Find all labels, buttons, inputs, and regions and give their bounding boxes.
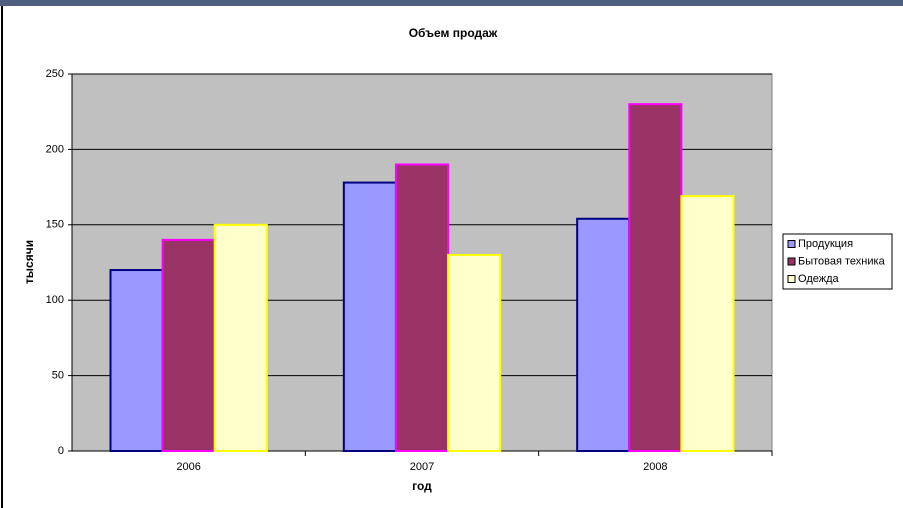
legend: Продукция Бытовая техника Одежда	[787, 238, 886, 285]
legend-label: Продукция	[798, 238, 853, 250]
x-tick-label: 2008	[643, 461, 667, 473]
bar	[394, 163, 450, 452]
bar	[447, 253, 502, 452]
chart-title: Объем продаж	[409, 26, 498, 40]
bar	[680, 195, 735, 452]
y-tick-label: 200	[46, 143, 64, 155]
y-tick-label: 0	[58, 445, 64, 457]
legend-box	[782, 233, 893, 290]
legend-swatch	[787, 257, 796, 266]
legend-swatch	[787, 240, 796, 248]
y-axis-label: тысячи	[22, 240, 36, 284]
y-tick-label: 50	[52, 370, 64, 382]
legend-swatch	[787, 275, 796, 283]
legend-label: Одежда	[798, 273, 840, 285]
x-tick-label: 2007	[410, 461, 434, 473]
bar	[576, 217, 631, 452]
x-tick-label: 2006	[176, 461, 200, 473]
window-bar	[0, 0, 903, 6]
x-axis-label: год	[412, 479, 432, 493]
bar	[342, 181, 397, 453]
bar	[161, 238, 216, 452]
y-tick-label: 100	[46, 294, 64, 306]
y-tick-label: 150	[46, 219, 64, 231]
bar	[628, 103, 683, 452]
legend-label: Бытовая техника	[798, 255, 886, 267]
y-tick-label: 250	[46, 68, 64, 80]
bar	[213, 223, 268, 452]
bar	[109, 269, 164, 453]
